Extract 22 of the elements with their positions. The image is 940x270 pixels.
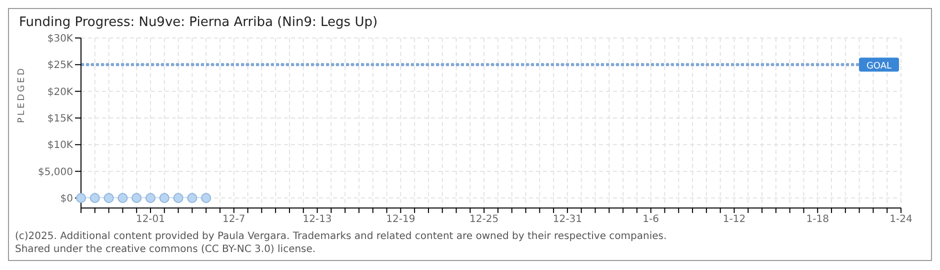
y-tick-label: $15K (47, 114, 74, 125)
y-tick-label: $20K (47, 86, 74, 98)
ref-line-label: GOAL (866, 62, 892, 72)
chart-title: Funding Progress: Nu9ve: Pierna Arriba (Nin9: Legs Up) (18, 14, 379, 30)
x-tick-label: 12-19 (386, 214, 416, 226)
y-tick-label: $0 (60, 194, 73, 205)
x-tick-label: 12-25 (470, 214, 499, 226)
y-tick-label: $30K (47, 34, 74, 45)
y-tick-label: $25K (47, 60, 74, 72)
x-tick-label: 1-18 (806, 214, 829, 226)
x-tick-label: 12-31 (552, 214, 582, 226)
y-tick-label: $10K (47, 140, 74, 152)
x-tick-label: 1-12 (722, 214, 746, 226)
x-tick-label: 12-01 (136, 214, 166, 226)
x-tick-label: 1-24 (890, 214, 912, 226)
text: (c)2025. Additional content provided by Paula Vergara. Trademarks and related content are owned by their respective companies. (15, 230, 668, 243)
y-tick-label: $5,000 (38, 166, 73, 178)
x-tick-label: 12-13 (302, 214, 332, 226)
x-tick-label: 1-6 (642, 214, 659, 226)
y-axis-title: PLEDGED (17, 66, 28, 123)
x-tick-label: 12-7 (222, 214, 246, 226)
text: Shared under the creative commons (CC BY-NC 3.0) license. (15, 243, 317, 256)
